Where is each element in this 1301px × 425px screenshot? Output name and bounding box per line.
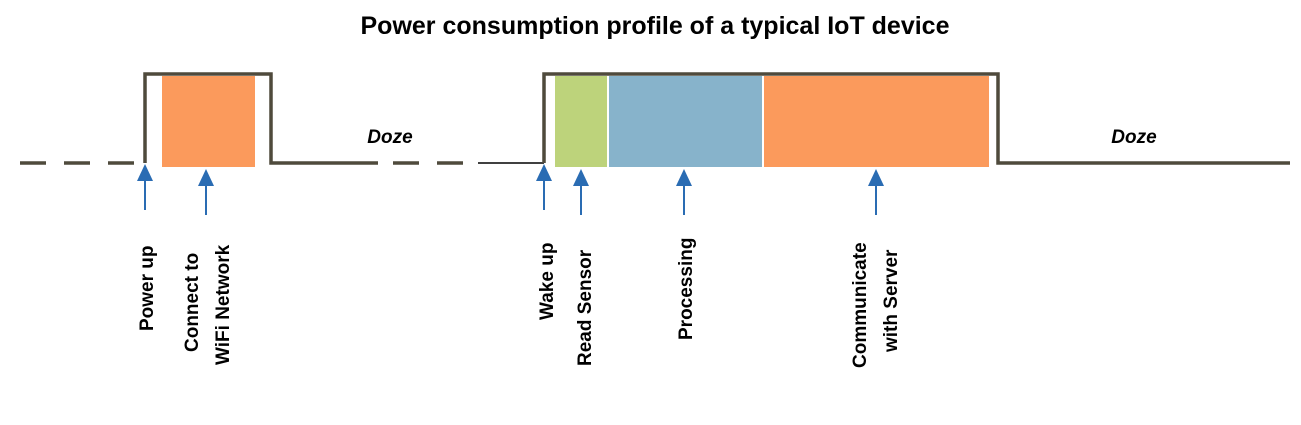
processing-label: Processing — [676, 238, 697, 340]
wake-up-pulse — [542, 72, 1290, 165]
power-up-arrow — [137, 164, 153, 210]
communicate-arrow — [868, 169, 884, 215]
connect-wifi-arrow — [198, 169, 214, 215]
doze-label-1: Doze — [367, 127, 413, 148]
processing-block — [609, 76, 762, 167]
wake-up-arrow — [536, 164, 552, 210]
communicate-label-line1: Communicate — [850, 242, 871, 368]
processing-arrow — [676, 169, 692, 215]
power-up-pulse — [143, 72, 378, 165]
connect-wifi-label-line2: WiFi Network — [213, 244, 234, 365]
doze-label-2: Doze — [1111, 127, 1157, 148]
power-up-label: Power up — [137, 245, 158, 331]
read-sensor-block — [555, 76, 607, 167]
read-sensor-arrow — [573, 169, 589, 215]
communicate-block — [764, 76, 989, 167]
wifi-connect-block — [162, 76, 255, 167]
diagram-title: Power consumption profile of a typical I… — [361, 12, 950, 40]
read-sensor-label: Read Sensor — [575, 249, 596, 366]
communicate-label-line2: with Server — [881, 249, 902, 353]
wake-up-label: Wake up — [537, 243, 558, 320]
connect-wifi-label-line1: Connect to — [182, 253, 203, 352]
